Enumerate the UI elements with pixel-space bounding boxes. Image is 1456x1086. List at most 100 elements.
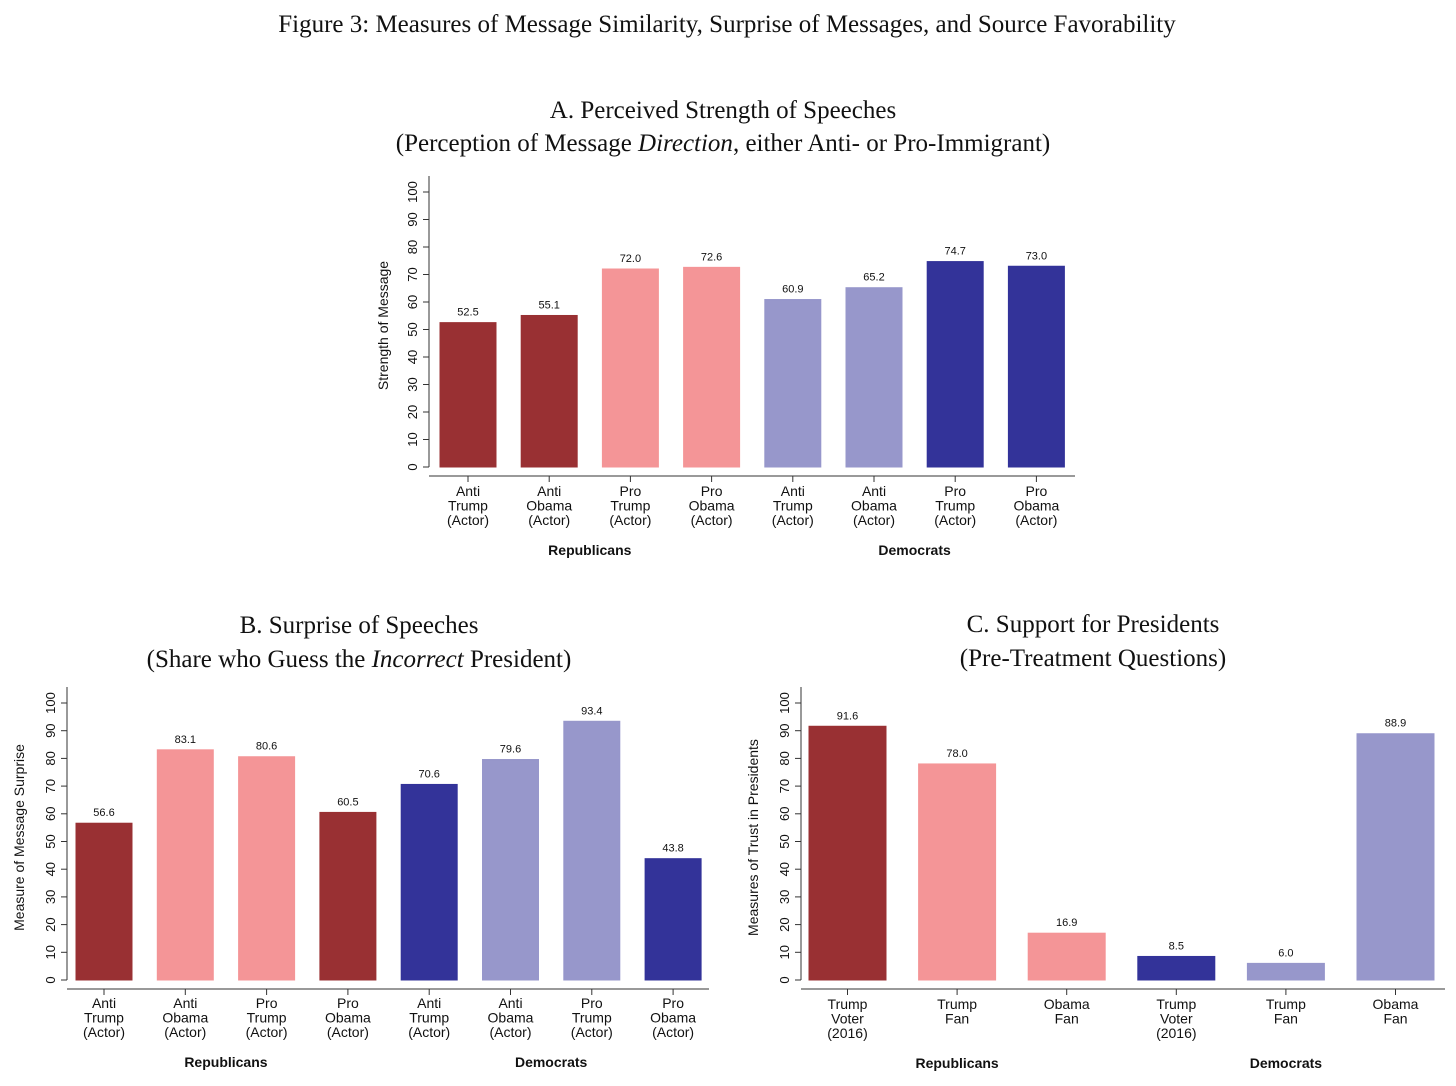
- panel-title-line2: (Share who Guess the Incorrect President…: [147, 646, 572, 673]
- bar-1: [808, 725, 887, 981]
- bar-value-label: 70.6: [418, 768, 439, 780]
- category-label: Fan: [1274, 1011, 1298, 1027]
- panel-title-line1: B. Surprise of Speeches: [240, 612, 479, 639]
- category-label: Anti: [173, 995, 197, 1011]
- bar-value-label: 16.9: [1056, 917, 1077, 929]
- category-label: Voter: [831, 1011, 864, 1027]
- category-label: (Actor): [691, 512, 733, 528]
- bar-value-label: 8.5: [1169, 940, 1184, 952]
- y-tick-label: 40: [405, 350, 420, 364]
- panel-title-line2-em: Direction: [637, 130, 733, 157]
- category-label: Pro: [620, 483, 642, 499]
- category-label: Trump: [572, 1010, 612, 1026]
- category-label: Obama: [488, 1010, 534, 1026]
- category-label: (Actor): [83, 1024, 125, 1040]
- category-label: (Actor): [652, 1024, 694, 1040]
- category-label: (Actor): [934, 512, 976, 528]
- bar-3: [238, 756, 296, 981]
- bar-value-label: 78.0: [946, 748, 967, 760]
- bar-value-label: 72.6: [701, 251, 722, 263]
- bar-7: [926, 261, 984, 468]
- y-tick-label: 20: [43, 917, 58, 931]
- bar-4: [319, 811, 377, 981]
- category-label: (Actor): [772, 512, 814, 528]
- category-label: Anti: [456, 483, 480, 499]
- bar-4: [1137, 955, 1216, 981]
- group-label: Democrats: [1250, 1055, 1323, 1071]
- bar-value-label: 73.0: [1026, 250, 1047, 262]
- y-tick-label: 10: [405, 432, 420, 446]
- bar-1: [439, 322, 497, 468]
- panel-title-line2: (Perception of Message Direction, either…: [396, 130, 1050, 157]
- y-tick-label: 20: [777, 917, 792, 931]
- y-tick-label: 100: [43, 692, 58, 714]
- bar-4: [683, 266, 741, 468]
- y-tick-label: 10: [43, 945, 58, 959]
- category-label: Pro: [662, 995, 684, 1011]
- category-label: Obama: [1373, 996, 1419, 1012]
- category-label: Obama: [325, 1010, 371, 1026]
- panel-c: C. Support for Presidents (Pre-Treatment …: [745, 611, 1445, 1071]
- category-label: (Actor): [853, 512, 895, 528]
- y-tick-label: 20: [405, 405, 420, 419]
- bar-value-label: 72.0: [620, 253, 641, 265]
- category-label: (Actor): [246, 1024, 288, 1040]
- bar-value-label: 43.8: [662, 843, 683, 855]
- bar-value-label: 65.2: [863, 272, 884, 284]
- bar-2: [156, 749, 214, 981]
- bar-6: [1356, 733, 1435, 981]
- bar-3: [1027, 932, 1106, 981]
- panel-title-line2-pre: (Pre-Treatment Questions): [960, 645, 1226, 672]
- category-label: Pro: [581, 995, 603, 1011]
- y-tick-label: 90: [405, 212, 420, 226]
- bar-value-label: 93.4: [581, 705, 602, 717]
- category-label: Trump: [409, 1010, 449, 1026]
- category-label: Obama: [162, 1010, 208, 1026]
- bar-6: [845, 287, 903, 468]
- y-axis-label: Measure of Message Surprise: [11, 744, 27, 931]
- category-label: Pro: [944, 483, 966, 499]
- bar-value-label: 79.6: [500, 744, 521, 756]
- y-tick-label: 0: [777, 976, 792, 983]
- category-label: Anti: [781, 483, 805, 499]
- category-label: Trump: [773, 498, 813, 514]
- category-label: (Actor): [609, 512, 651, 528]
- y-tick-label: 50: [405, 322, 420, 336]
- category-label: Trump: [937, 996, 977, 1012]
- category-label: Trump: [1156, 996, 1196, 1012]
- category-label: Pro: [256, 995, 278, 1011]
- bar-value-label: 60.9: [782, 284, 803, 296]
- y-tick-label: 50: [777, 834, 792, 848]
- category-label: Trump: [247, 1010, 287, 1026]
- category-label: Pro: [701, 483, 723, 499]
- category-label: Trump: [448, 498, 488, 514]
- panel-title-line2-post: President): [464, 646, 572, 673]
- figure-title: Figure 3: Measures of Message Similarity…: [278, 11, 1176, 38]
- bar-1: [75, 822, 133, 981]
- y-tick-label: 100: [777, 692, 792, 714]
- y-tick-label: 70: [777, 779, 792, 793]
- category-label: Pro: [337, 995, 359, 1011]
- bar-5: [1246, 962, 1325, 981]
- category-label: Trump: [84, 1010, 124, 1026]
- bar-value-label: 91.6: [837, 710, 858, 722]
- bar-5: [400, 783, 458, 981]
- category-label: (Actor): [447, 512, 489, 528]
- category-label: Anti: [417, 995, 441, 1011]
- y-tick-label: 30: [405, 377, 420, 391]
- category-label: Trump: [1266, 996, 1306, 1012]
- y-tick-label: 70: [405, 267, 420, 281]
- panel-b: B. Surprise of Speeches (Share who Guess …: [11, 612, 709, 1070]
- bar-value-label: 60.5: [337, 796, 358, 808]
- y-axis-label: Strength of Message: [375, 261, 391, 390]
- category-label: (Actor): [571, 1024, 613, 1040]
- y-tick-label: 60: [405, 295, 420, 309]
- category-label: (Actor): [408, 1024, 450, 1040]
- group-label: Republicans: [548, 542, 631, 558]
- y-tick-label: 80: [777, 751, 792, 765]
- y-tick-label: 40: [777, 862, 792, 876]
- category-label: Anti: [498, 995, 522, 1011]
- category-label: Obama: [689, 498, 735, 514]
- bar-value-label: 55.1: [538, 299, 559, 311]
- category-label: (Actor): [164, 1024, 206, 1040]
